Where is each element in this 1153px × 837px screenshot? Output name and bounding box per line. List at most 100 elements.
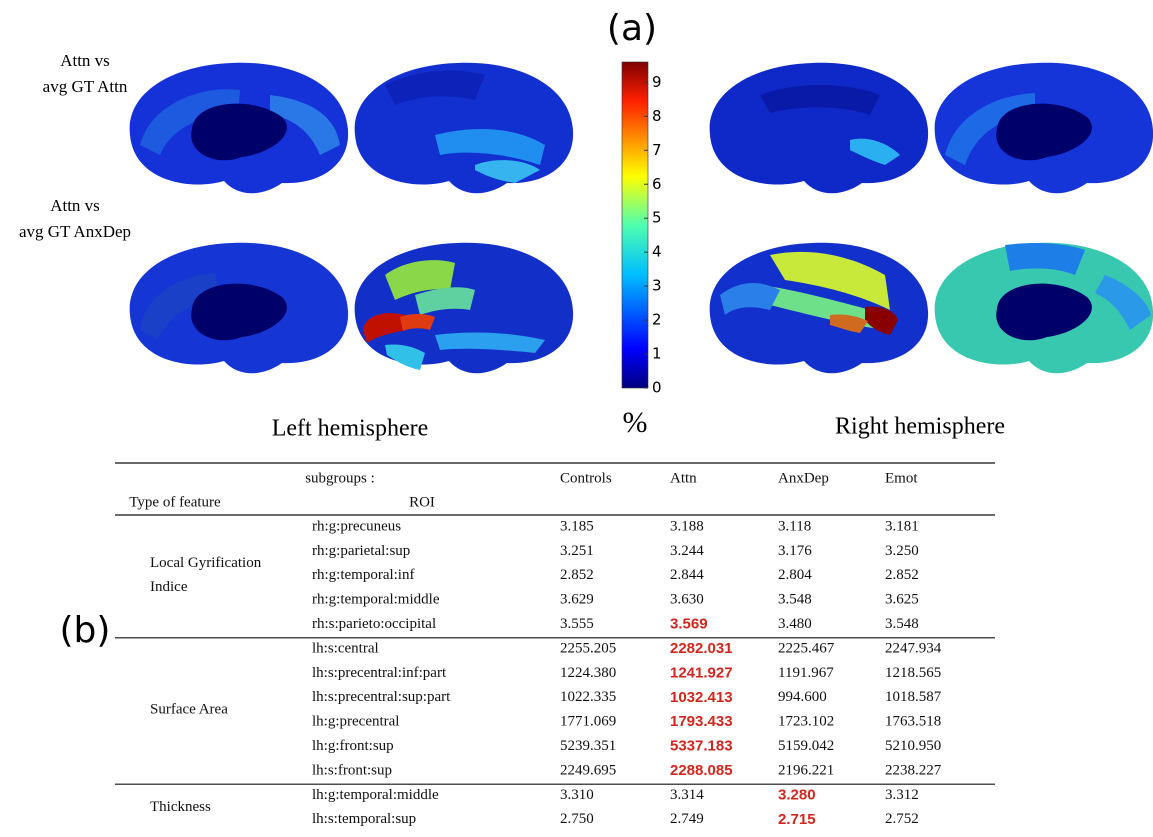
header: subgroups : (305, 470, 375, 486)
colorbar-tick-label: 7 (652, 141, 662, 159)
roi: lh:s:temporal:sup (312, 811, 416, 827)
cell-value: 2249.695 (560, 762, 616, 778)
cell-value: 1018.587 (885, 689, 942, 705)
cell-value: 2.749 (670, 811, 704, 827)
roi: lh:g:front:sup (312, 738, 394, 754)
brain-medial (935, 63, 1153, 194)
roi: lh:g:temporal:middle (312, 787, 439, 803)
cell-value: 2.852 (885, 567, 919, 583)
cell-value: 2.752 (885, 811, 919, 827)
colorbar-tick-label: 5 (652, 209, 662, 227)
group-name: Local Gyrification (150, 555, 262, 571)
cell-value: 3.250 (885, 543, 919, 559)
cell-value: 2.804 (778, 567, 812, 583)
cell-value: 2196.221 (778, 762, 834, 778)
cell-value: 3.118 (778, 518, 811, 534)
cell-value: 3.625 (885, 592, 919, 608)
roi: rh:g:parietal:sup (312, 543, 410, 559)
cell-value: 1224.380 (560, 665, 616, 681)
highlighted-value: 1032.413 (670, 689, 733, 706)
cell-value: 5159.042 (778, 738, 834, 754)
column-header: AnxDep (778, 470, 829, 486)
header: Type of feature (129, 494, 221, 510)
roi: rh:g:temporal:middle (312, 592, 440, 608)
column-header: Emot (885, 470, 918, 486)
table: subgroups : Controls Attn AnxDep Emot Type of… (115, 463, 995, 828)
cell-value: 2.844 (670, 567, 704, 583)
group-name: Thickness (150, 799, 211, 815)
brain-lateral (710, 243, 928, 374)
highlighted-value: 3.280 (778, 786, 816, 803)
figure: (a) Attn vs avg GT Attn Attn vs avg GT A… (0, 0, 1153, 837)
brain-medial (935, 243, 1153, 374)
row-label: avg GT AnxDep (19, 222, 131, 241)
column-header: Controls (560, 470, 612, 486)
row-label: Attn vs (50, 196, 100, 215)
cell-value: 1218.565 (885, 665, 941, 681)
cell-value: 3.629 (560, 592, 594, 608)
brain-medial (130, 243, 348, 374)
highlighted-value: 1793.433 (670, 713, 733, 730)
cell-value: 2.750 (560, 811, 594, 827)
cell-value: 3.310 (560, 787, 594, 803)
highlighted-value: 3.569 (670, 616, 708, 633)
colorbar-tick-label: 4 (652, 243, 662, 261)
row-label: Attn vs (60, 51, 110, 70)
roi: rh:g:temporal:inf (312, 567, 414, 583)
brain-lateral (355, 243, 573, 374)
colorbar-tick-label: 2 (652, 311, 662, 329)
cell-value: 5239.351 (560, 738, 616, 754)
roi: lh:s:central (312, 640, 379, 656)
roi: lh:s:front:sup (312, 762, 392, 778)
cell-value: 994.600 (778, 689, 827, 705)
hemisphere-label: Left hemisphere (272, 416, 429, 442)
cell-value: 5210.950 (885, 738, 941, 754)
cell-value: 3.188 (670, 518, 704, 534)
colorbar-tick-label: 9 (652, 73, 662, 91)
cell-value: 3.312 (885, 787, 919, 803)
cell-value: 1763.518 (885, 714, 941, 730)
group-name: Indice (150, 579, 188, 595)
roi: lh:g:precentral (312, 714, 399, 730)
cell-value: 2255.205 (560, 640, 616, 656)
cell-value: 1191.967 (778, 665, 834, 681)
roi: lh:s:precentral:sup:part (312, 689, 451, 705)
cell-value: 2238.227 (885, 762, 942, 778)
cell-value: 3.185 (560, 518, 594, 534)
highlighted-value: 2.715 (778, 811, 816, 828)
hemisphere-label: Right hemisphere (835, 414, 1005, 440)
cell-value: 1022.335 (560, 689, 616, 705)
colorbar-unit: % (623, 406, 648, 439)
roi: lh:s:precentral:inf:part (312, 665, 447, 681)
roi: rh:g:precuneus (312, 518, 401, 534)
cell-value: 1723.102 (778, 714, 834, 730)
cell-value: 2247.934 (885, 640, 942, 656)
highlighted-value: 1241.927 (670, 664, 733, 681)
cell-value: 3.480 (778, 616, 812, 632)
cell-value: 3.176 (778, 543, 812, 559)
cell-value: 2.852 (560, 567, 594, 583)
cell-value: 1771.069 (560, 714, 616, 730)
colorbar-tick-label: 1 (652, 345, 662, 363)
cell-value: 3.548 (778, 592, 812, 608)
cell-value: 2225.467 (778, 640, 835, 656)
cell-value: 3.251 (560, 543, 594, 559)
colorbar-tick-label: 0 (652, 379, 662, 397)
panel-label: (a) (607, 8, 657, 49)
colorbar (622, 62, 648, 388)
colorbar-tick-label: 8 (652, 107, 662, 125)
roi: rh:s:parieto:occipital (312, 616, 436, 632)
highlighted-value: 2282.031 (670, 640, 733, 657)
cell-value: 3.244 (670, 543, 704, 559)
group-name: Surface Area (150, 701, 228, 717)
header: ROI (409, 494, 435, 510)
row-label: avg GT Attn (43, 77, 128, 96)
colorbar-tick-label: 6 (652, 175, 662, 193)
cell-value: 3.555 (560, 616, 594, 632)
brain-lateral (710, 63, 928, 194)
cell-value: 3.548 (885, 616, 919, 632)
cell-value: 3.314 (670, 787, 704, 803)
column-header: Attn (670, 470, 697, 486)
brain-medial (130, 63, 348, 194)
colorbar-tick-label: 3 (652, 277, 662, 295)
